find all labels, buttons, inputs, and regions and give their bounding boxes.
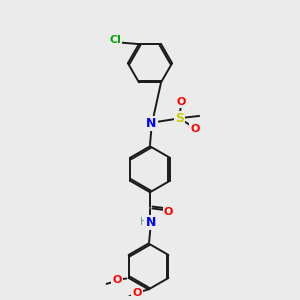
- Text: O: O: [112, 275, 122, 285]
- Text: O: O: [190, 124, 200, 134]
- Text: S: S: [175, 112, 184, 125]
- Text: O: O: [164, 207, 173, 217]
- Text: O: O: [176, 97, 186, 106]
- Text: Cl: Cl: [110, 35, 121, 45]
- Text: O: O: [132, 288, 141, 298]
- Text: H: H: [140, 217, 147, 227]
- Text: N: N: [146, 216, 156, 229]
- Text: N: N: [146, 117, 157, 130]
